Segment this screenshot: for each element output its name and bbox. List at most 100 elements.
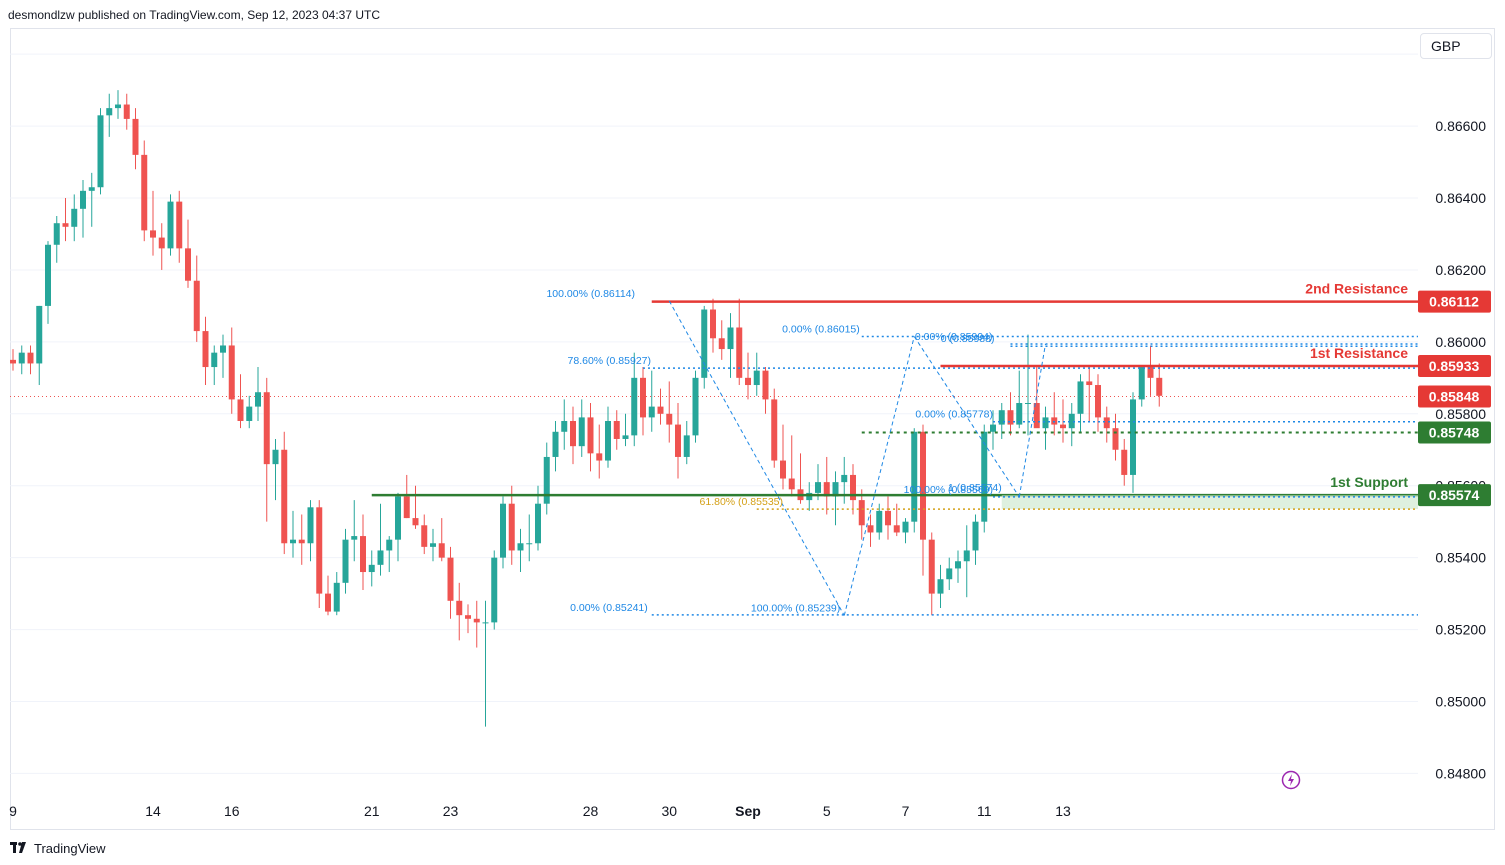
y-axis-tick-label: 0.86400 <box>1435 190 1486 206</box>
candle-body <box>1016 403 1023 425</box>
candle-body <box>657 406 664 414</box>
level-name-label: 1st Resistance <box>1310 345 1408 361</box>
level-name-label: 2nd Resistance <box>1305 281 1408 297</box>
candle-body <box>876 510 883 533</box>
candle-body <box>281 449 288 544</box>
candle-body <box>587 417 594 454</box>
x-axis-tick-label: 5 <box>823 803 831 819</box>
candle-body <box>412 518 419 526</box>
candle-body <box>132 118 139 155</box>
candle-body <box>158 237 165 249</box>
fib-label: 0 (0.85988) <box>941 333 995 345</box>
candle-body <box>447 557 454 601</box>
candle-body <box>298 539 305 544</box>
y-axis-tick-label: 0.84800 <box>1435 765 1486 781</box>
candle-body <box>150 230 156 238</box>
fib-label: 100.00% (0.85239) <box>751 603 840 615</box>
candle-body <box>920 431 926 540</box>
price-badge <box>1418 385 1491 408</box>
y-axis-tick-label: 0.86200 <box>1435 262 1486 278</box>
fib-label: 0.00% (0.85994) <box>915 331 993 343</box>
candle-body <box>1095 385 1101 418</box>
candle-body <box>255 392 261 407</box>
candle-body <box>316 507 323 594</box>
price-badge <box>1418 290 1491 313</box>
candle-body <box>675 424 681 457</box>
candle-body <box>1112 428 1119 450</box>
candle-body <box>1121 449 1128 475</box>
candle-body <box>465 615 471 619</box>
currency-button[interactable]: GBP <box>1420 33 1492 59</box>
y-axis-tick-label: 0.86600 <box>1435 118 1486 134</box>
candle-body <box>62 223 69 227</box>
candle-body <box>377 550 384 565</box>
tradingview-logo-icon[interactable] <box>10 842 30 854</box>
candle-body <box>368 564 375 573</box>
candle-body <box>762 370 769 400</box>
candle-body <box>570 420 576 447</box>
candle-body <box>333 582 340 612</box>
x-axis-tick-label: 21 <box>364 803 380 819</box>
candle-body <box>902 521 909 533</box>
candle-body <box>666 413 673 425</box>
candle-body <box>53 223 60 245</box>
candle-body <box>80 190 86 209</box>
candle-body <box>185 248 191 281</box>
y-axis-tick-label: 0.85000 <box>1435 693 1486 709</box>
x-axis-tick-label: 7 <box>902 803 910 819</box>
candle-body <box>928 539 935 594</box>
candle-body <box>193 280 200 332</box>
candle-body <box>1068 413 1075 429</box>
lightning-bolt-icon[interactable] <box>1281 770 1301 790</box>
x-axis-tick-label: 9 <box>9 803 17 819</box>
candle-body <box>893 525 900 533</box>
candle-body <box>360 536 366 573</box>
price-badge-label: 0.86112 <box>1429 294 1479 310</box>
candle-body <box>1147 367 1154 378</box>
candle-body <box>106 108 113 116</box>
candle-body <box>998 410 1005 425</box>
candle-body <box>18 352 25 364</box>
candle-body <box>123 104 130 119</box>
candle-body <box>815 482 821 493</box>
candle-body <box>307 507 314 544</box>
tradingview-logo-text[interactable]: TradingView <box>34 840 106 856</box>
candle-body <box>631 377 638 436</box>
candle-body <box>1156 377 1163 396</box>
candle-body <box>937 579 944 594</box>
candle-body <box>141 154 148 231</box>
x-axis-tick-label: 11 <box>977 803 992 819</box>
fib-label: 100.00% (0.86114) <box>546 288 635 300</box>
fib-swing-line <box>1018 343 1046 497</box>
candle-body <box>342 539 349 583</box>
candle-body <box>718 338 725 350</box>
candle-body <box>605 420 611 461</box>
x-axis-tick-label: Sep <box>735 803 761 819</box>
candle-body <box>727 327 734 350</box>
candle-body <box>867 525 874 533</box>
candle-body <box>561 420 568 432</box>
candle-body <box>613 420 620 439</box>
candle-body <box>1138 367 1145 400</box>
candle-body <box>176 201 183 249</box>
candle-body <box>1077 381 1084 414</box>
candle-body <box>272 449 279 465</box>
published-header: desmondlzw published on TradingView.com,… <box>8 8 381 22</box>
fib-label: 1 (0.85574) <box>948 482 1002 494</box>
candle-body <box>972 521 979 551</box>
candle-body <box>263 392 270 465</box>
candle-body <box>552 431 559 457</box>
price-badge-label: 0.85933 <box>1429 358 1480 374</box>
candle-body <box>946 568 953 580</box>
candle-body <box>403 496 410 519</box>
candle-body <box>508 503 515 551</box>
candle-body <box>351 536 358 540</box>
fib-label: 100.00% (0.85569) <box>904 484 993 496</box>
x-axis-tick-label: 16 <box>224 803 240 819</box>
candle-body <box>771 399 778 461</box>
fib-label: 0.00% (0.85778) <box>915 409 993 421</box>
chart-frame[interactable] <box>10 28 1495 830</box>
x-axis-tick-label: 30 <box>661 803 677 819</box>
candle-body <box>1025 403 1031 405</box>
